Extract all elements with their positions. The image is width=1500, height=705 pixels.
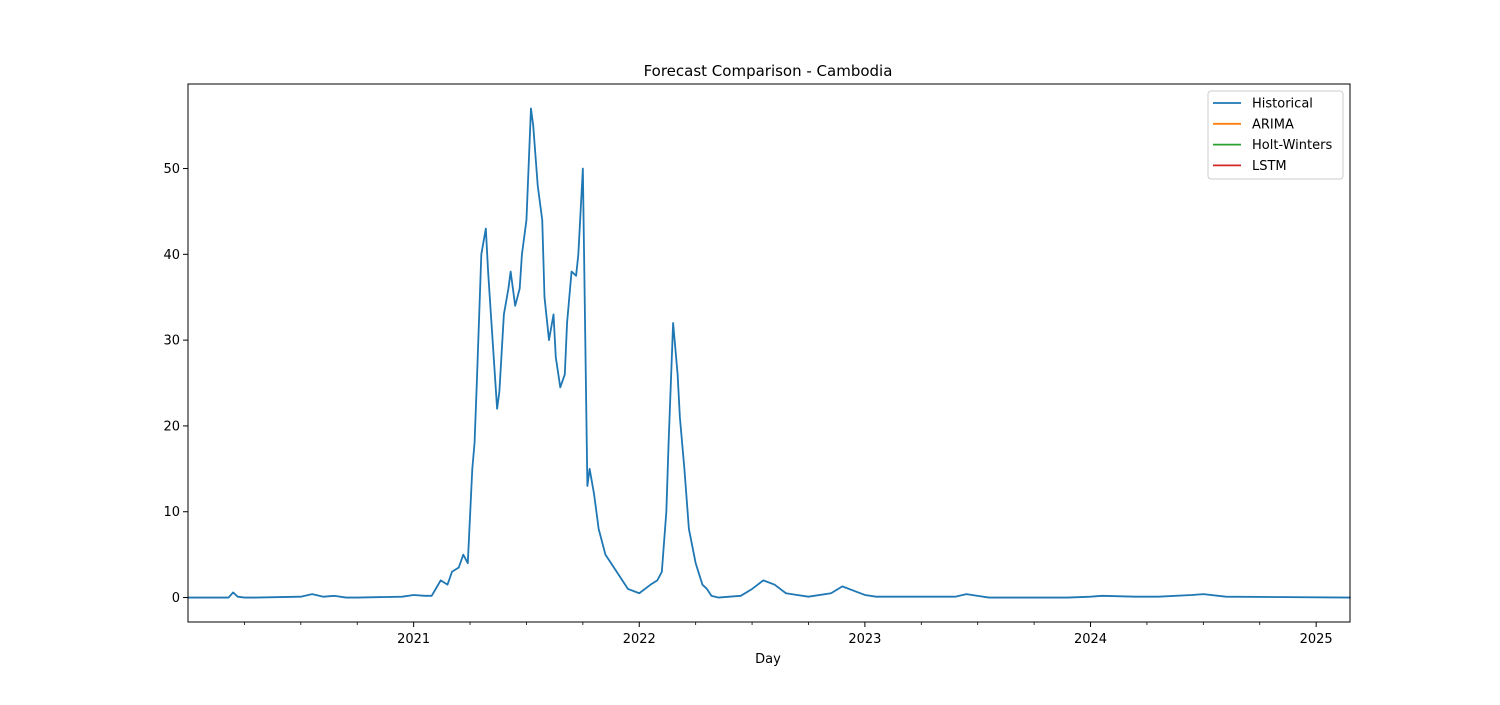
plot-area	[187, 83, 1351, 623]
x-tick-label: 2025	[1300, 632, 1333, 647]
x-axis-label: Day	[755, 652, 781, 667]
x-axis: 2021 2022 2023 2024 2025	[244, 622, 1333, 647]
chart-title: Forecast Comparison - Cambodia	[644, 62, 893, 80]
x-tick-label: 2023	[848, 632, 881, 647]
y-axis: 0 10 20 30 40 50	[163, 162, 188, 606]
legend-label-arima: ARIMA	[1252, 117, 1294, 132]
y-tick-label: 30	[163, 334, 180, 349]
legend-box	[1207, 90, 1344, 180]
legend-label-lstm: LSTM	[1252, 159, 1287, 174]
x-tick-label: 2021	[397, 632, 430, 647]
y-tick-label: 0	[172, 591, 180, 606]
series-layer	[187, 107, 1351, 599]
legend[interactable]: Historical ARIMA Holt-Winters LSTM	[1207, 90, 1344, 180]
y-tick-label: 40	[163, 248, 180, 263]
series-line-historical	[187, 107, 1351, 599]
y-tick-label: 50	[163, 162, 180, 177]
x-tick-label: 2024	[1074, 632, 1107, 647]
legend-label-holt-winters: Holt-Winters	[1252, 138, 1332, 153]
plot-background	[188, 84, 1350, 622]
plot-frame	[187, 83, 1351, 623]
y-tick-label: 10	[163, 505, 180, 520]
x-tick-label: 2022	[623, 632, 656, 647]
y-tick-label: 20	[163, 419, 180, 434]
legend-entries: Historical ARIMA Holt-Winters LSTM	[1213, 97, 1332, 174]
legend-label-historical: Historical	[1252, 97, 1313, 112]
